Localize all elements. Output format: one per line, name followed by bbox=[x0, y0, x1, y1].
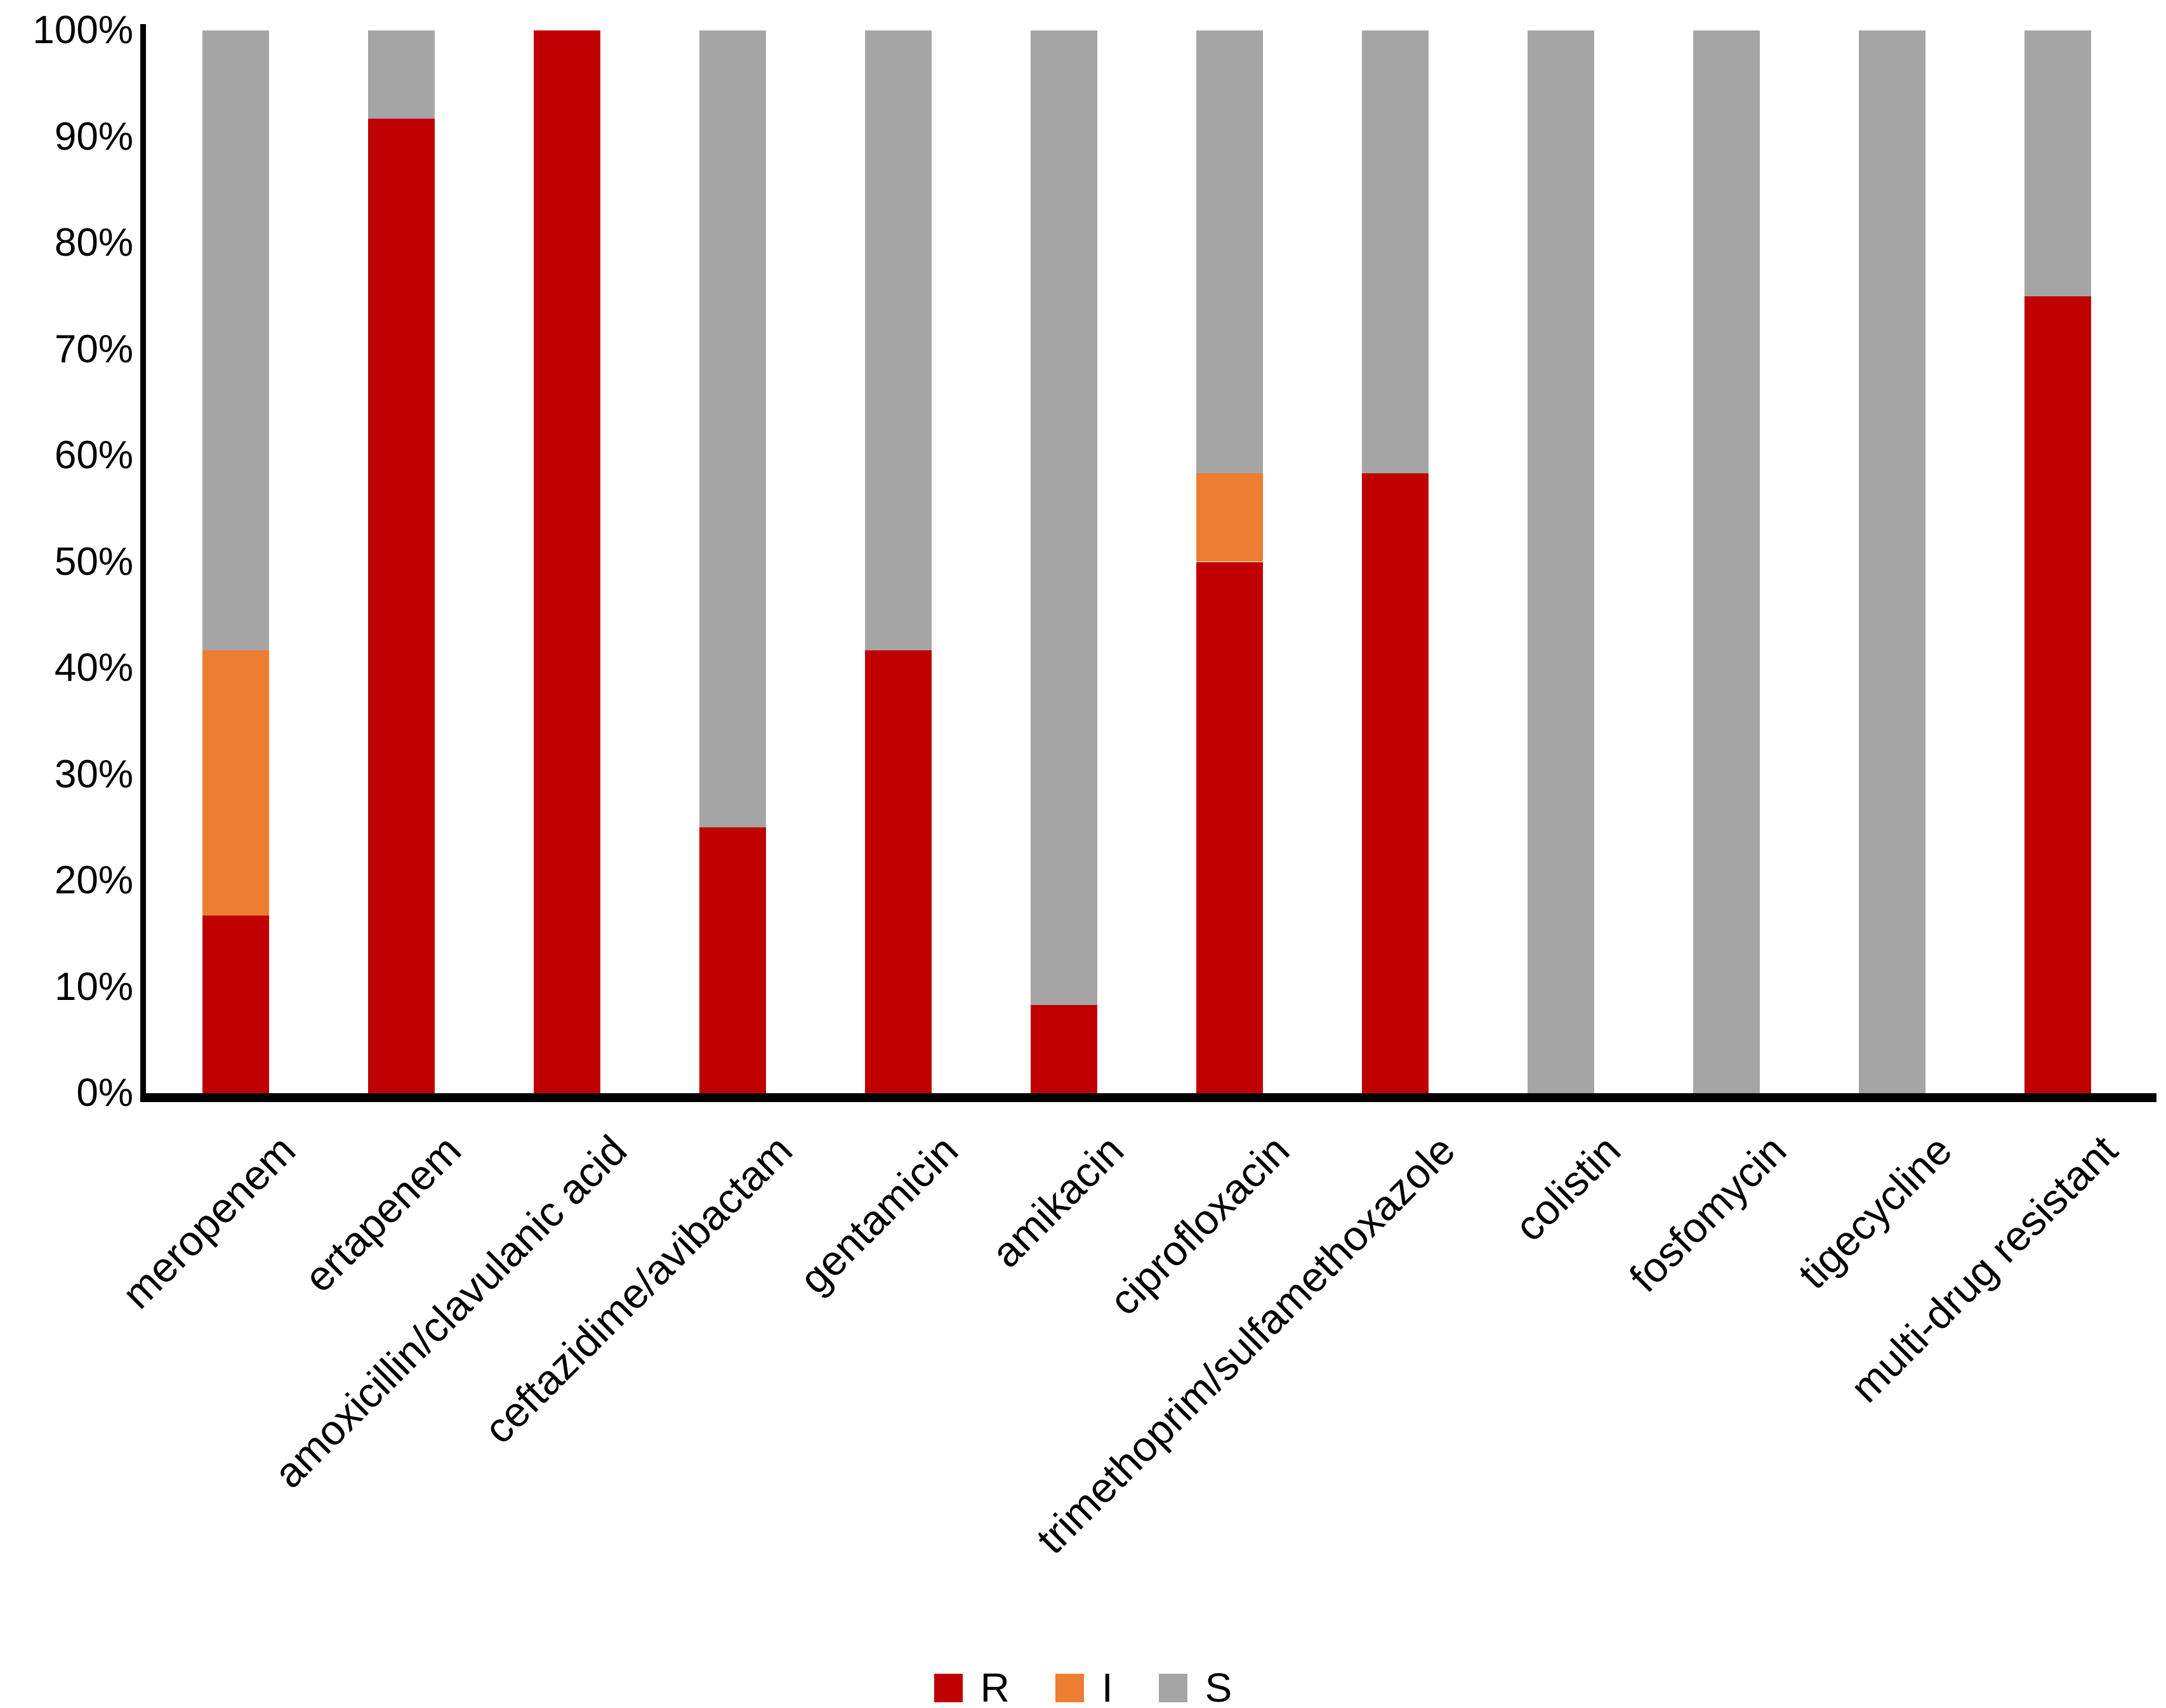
y-axis-tick-label: 0% bbox=[76, 1071, 133, 1115]
legend-label-i: I bbox=[1101, 1665, 1113, 1708]
bar-segment-s-fosfomycin bbox=[1693, 30, 1760, 1093]
bar-segment-r-amikacin bbox=[1031, 1004, 1097, 1093]
x-axis-category-label: ceftazidime/avibactam bbox=[474, 1126, 801, 1453]
bar-segment-r-meropenem bbox=[202, 916, 269, 1093]
x-axis-category-label: gentamicin bbox=[789, 1126, 967, 1303]
bar-segment-r-amoxicillin-clavulanic-acid bbox=[534, 30, 600, 1093]
bar-segment-r-ceftazidime-avibactam bbox=[699, 827, 766, 1093]
y-axis-tick-label: 90% bbox=[54, 114, 133, 159]
bar-segment-s-gentamicin bbox=[865, 30, 932, 650]
x-axis-category-label: ciprofloxacin bbox=[1100, 1126, 1298, 1324]
bar-segment-i-meropenem bbox=[202, 650, 269, 916]
y-axis-tick-label: 50% bbox=[54, 539, 133, 584]
y-axis-tick-label: 60% bbox=[54, 433, 133, 477]
x-axis-line bbox=[140, 1093, 2156, 1102]
y-axis-tick-label: 80% bbox=[54, 221, 133, 265]
bar-segment-s-multi-drug-resistant bbox=[2024, 30, 2091, 296]
legend-label-s: S bbox=[1205, 1665, 1232, 1708]
bar-segment-s-tigecycline bbox=[1859, 30, 1925, 1093]
legend-item-s: S bbox=[1158, 1665, 1232, 1708]
bar-segment-s-ertapenem bbox=[368, 30, 435, 119]
legend-label-r: R bbox=[980, 1665, 1010, 1708]
bar-segment-r-multi-drug-resistant bbox=[2024, 296, 2091, 1093]
x-axis-category-label: trimethoprim/sulfamethoxazole bbox=[1027, 1126, 1463, 1563]
x-axis-category-label: amoxicillin/clavulanic acid bbox=[264, 1126, 635, 1497]
bar-segment-r-ciprofloxacin bbox=[1196, 562, 1263, 1093]
bar-segment-r-gentamicin bbox=[865, 650, 932, 1093]
y-axis-tick-label: 70% bbox=[54, 327, 133, 371]
bar-segment-s-ciprofloxacin bbox=[1196, 30, 1263, 474]
legend-swatch-i bbox=[1055, 1673, 1084, 1702]
y-axis-line bbox=[140, 24, 146, 1102]
x-axis-category-label: tigecycline bbox=[1788, 1126, 1960, 1298]
bar-segment-s-ceftazidime-avibactam bbox=[699, 30, 766, 828]
legend-swatch-r bbox=[934, 1673, 963, 1702]
bar-segment-r-trimethoprim-sulfamethoxazole bbox=[1362, 473, 1429, 1093]
bar-segment-s-amikacin bbox=[1031, 30, 1097, 1005]
legend-item-r: R bbox=[934, 1667, 1010, 1708]
bar-segment-r-ertapenem bbox=[368, 119, 435, 1093]
legend-swatch-s bbox=[1158, 1673, 1187, 1702]
y-axis-tick-label: 30% bbox=[54, 752, 133, 796]
x-axis-category-label: fosfomycin bbox=[1620, 1126, 1795, 1301]
y-axis-tick-label: 100% bbox=[32, 8, 133, 52]
bar-segment-s-trimethoprim-sulfamethoxazole bbox=[1362, 30, 1429, 474]
x-axis-category-label: colistin bbox=[1505, 1126, 1629, 1250]
y-axis-tick-label: 40% bbox=[54, 646, 133, 690]
bar-segment-s-colistin bbox=[1528, 30, 1594, 1093]
bar-segment-s-meropenem bbox=[202, 30, 269, 650]
bar-segment-i-ciprofloxacin bbox=[1196, 473, 1263, 562]
legend-item-i: I bbox=[1055, 1667, 1113, 1708]
y-axis-tick-label: 10% bbox=[54, 964, 133, 1009]
y-axis-tick-label: 20% bbox=[54, 858, 133, 902]
x-axis-category-label: amikacin bbox=[982, 1126, 1132, 1277]
x-axis-category-label: multi-drug resistant bbox=[1840, 1126, 2126, 1412]
